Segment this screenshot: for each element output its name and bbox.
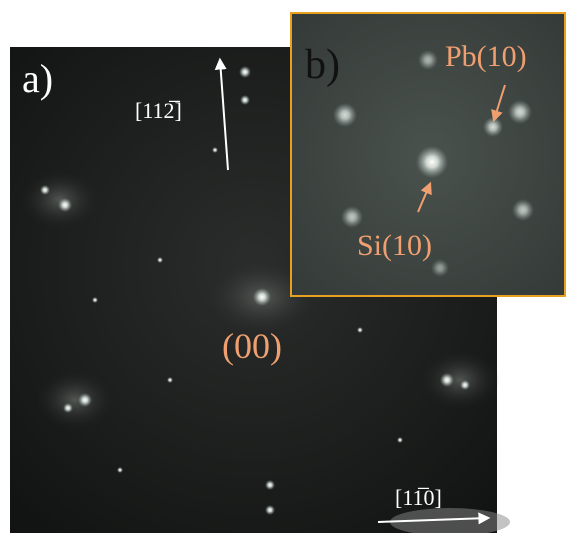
- glow: [420, 350, 500, 410]
- glow: [20, 170, 100, 230]
- spot-label: Pb(10): [445, 40, 527, 73]
- direction-label: [112̅]: [135, 98, 182, 123]
- panel-label: a): [22, 56, 53, 101]
- panel-b: b) Pb(10) Si(10): [291, 13, 565, 296]
- spot-label: Si(10): [357, 229, 432, 262]
- panel-label: b): [305, 42, 340, 88]
- figure: a) [112̅] (00) [11̅0] b) Pb(10) Si(10): [0, 0, 566, 533]
- glow: [35, 370, 115, 430]
- spot-label: (00): [222, 326, 282, 366]
- direction-label: [11̅0]: [395, 485, 442, 510]
